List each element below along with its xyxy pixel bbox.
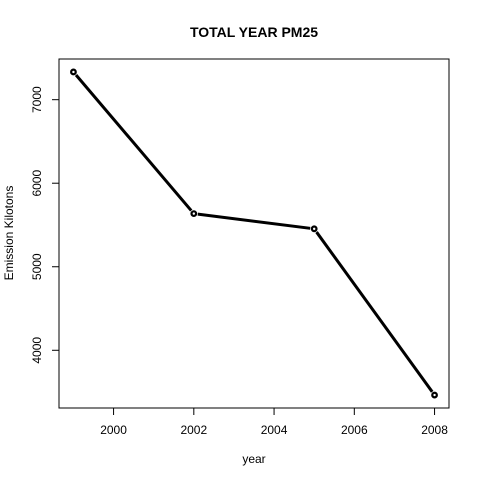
data-point-2002 [190, 210, 198, 218]
plot-frame [58, 58, 450, 409]
data-point-1999 [70, 68, 77, 76]
y-axis: 4000 5000 6000 7000 [30, 86, 59, 364]
x-axis-label: year [242, 452, 265, 466]
chart-title: TOTAL YEAR PM25 [190, 24, 318, 40]
y-tick-label-5000: 5000 [30, 253, 44, 280]
series-line-segment-1 [197, 212, 311, 230]
x-tick-label-2006: 2006 [341, 423, 368, 437]
series-group [70, 68, 438, 399]
x-tick-label-2004: 2004 [261, 423, 288, 437]
series-line-segment-2 [315, 231, 434, 393]
y-tick-label-6000: 6000 [30, 170, 44, 197]
series-line-segment-0 [74, 74, 193, 212]
x-tick-label-2008: 2008 [421, 423, 448, 437]
y-tick-label-4000: 4000 [30, 337, 44, 364]
data-point-2005 [310, 225, 318, 233]
y-axis-label: Emission Kilotons [2, 186, 16, 281]
x-axis: 2000 2002 2004 2006 2008 [100, 408, 448, 437]
data-point-2008 [431, 391, 438, 399]
y-tick-label-7000: 7000 [30, 86, 44, 113]
x-tick-label-2002: 2002 [180, 423, 207, 437]
x-tick-label-2000: 2000 [100, 423, 127, 437]
